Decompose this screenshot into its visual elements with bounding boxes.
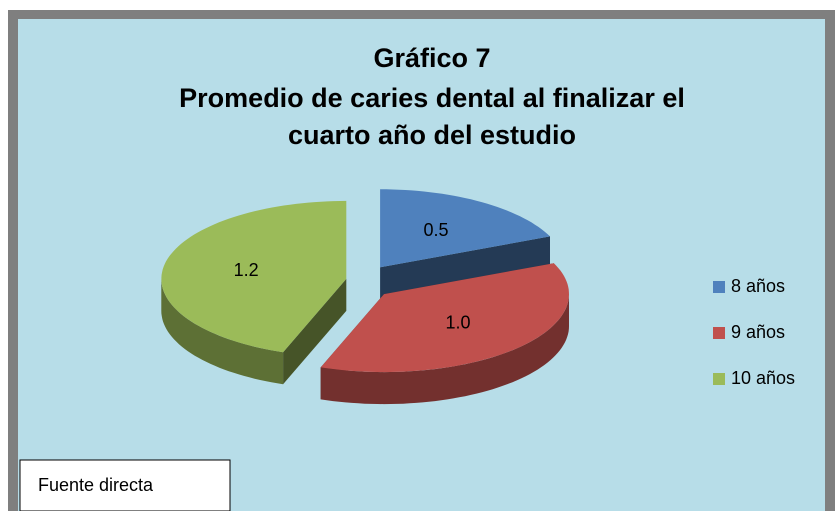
legend-swatch <box>713 281 725 293</box>
slice-side <box>283 278 347 385</box>
chart-title: Promedio de caries dental al finalizar e… <box>179 83 685 113</box>
data-label: 1.0 <box>445 312 470 332</box>
slice <box>161 200 347 353</box>
slice-side <box>380 236 550 300</box>
legend-swatch <box>713 327 725 339</box>
chart-title: Gráfico 7 <box>373 43 490 73</box>
slice-wall <box>161 278 284 385</box>
chart-title: cuarto año del estudio <box>288 120 576 150</box>
slice <box>320 263 569 373</box>
legend-label: 8 años <box>731 276 785 296</box>
slice <box>380 189 550 268</box>
slice-wall <box>320 294 569 405</box>
data-label: 1.2 <box>234 260 259 280</box>
data-label: 0.5 <box>423 220 448 240</box>
note: Fuente directa <box>38 475 154 495</box>
legend-label: 10 años <box>731 368 795 388</box>
legend-swatch <box>713 373 725 385</box>
legend-label: 9 años <box>731 322 785 342</box>
note-box <box>19 459 231 511</box>
